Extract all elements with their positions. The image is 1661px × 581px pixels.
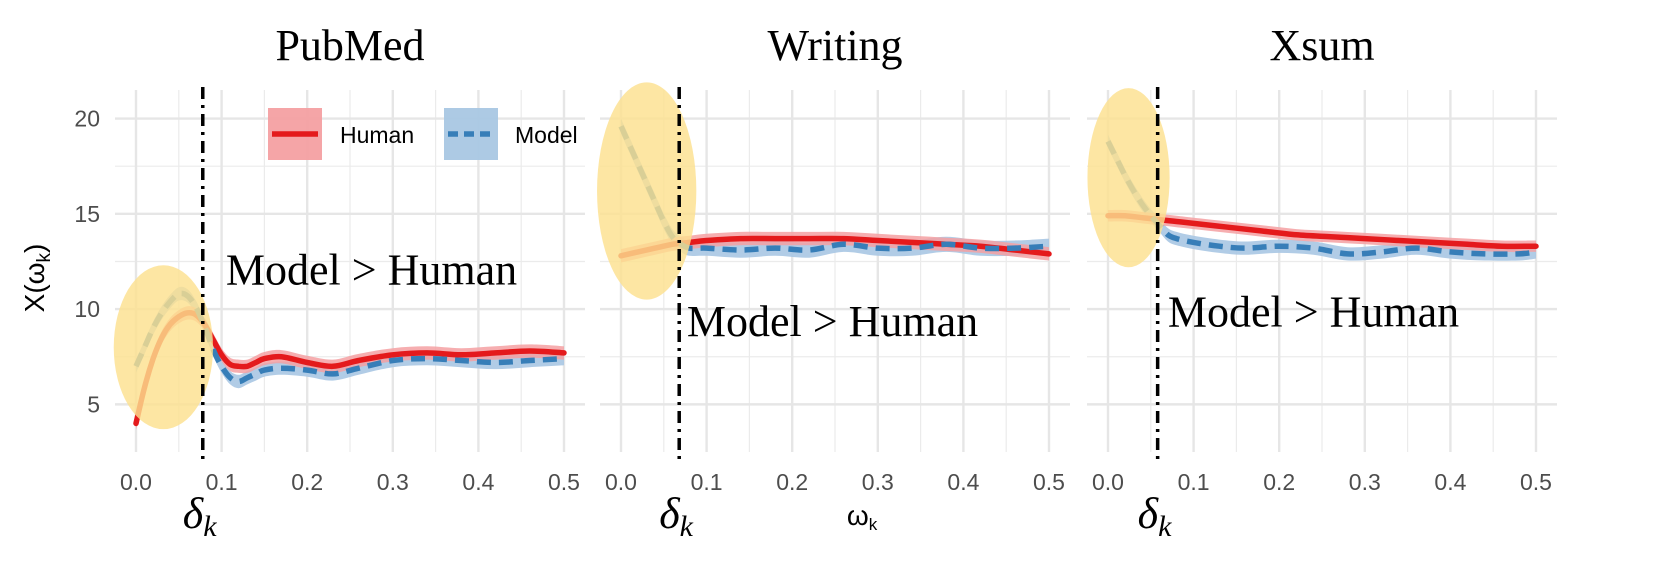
x-tick-label: 0.4	[1434, 469, 1466, 495]
legend-label: Human	[340, 122, 414, 148]
x-tick-label: 0.1	[206, 469, 238, 495]
x-tick-label: 0.4	[462, 469, 494, 495]
panel-pubmed: PubMed Model > Human 0.0 0.1 0.2 0.3 0.4 0.5 δk	[113, 21, 585, 543]
legend-item-model: Model	[444, 108, 578, 160]
x-tick-label: 0.2	[776, 469, 808, 495]
x-tick-label: 0.3	[862, 469, 894, 495]
y-tick-label: 20	[74, 106, 100, 132]
y-tick-label: 10	[74, 296, 100, 322]
x-tick-label: 0.4	[947, 469, 979, 495]
panel-title: PubMed	[275, 21, 424, 70]
y-axis: 5 10 15 20	[74, 106, 100, 418]
y-axis-title-sub: k	[34, 252, 55, 262]
delta-subscript: k	[680, 510, 694, 543]
x-axis-ticks: 0.0 0.1 0.2 0.3 0.4 0.5	[120, 469, 580, 495]
x-axis-title-main: ω	[847, 500, 869, 531]
delta-label: δk	[183, 489, 217, 543]
annotation-text: Model > Human	[226, 245, 517, 294]
x-tick-label: 0.5	[1520, 469, 1552, 495]
x-tick-label: 0.3	[377, 469, 409, 495]
x-tick-label: 0.1	[691, 469, 723, 495]
legend-item-human: Human	[268, 108, 414, 160]
y-tick-label: 5	[87, 391, 100, 417]
y-axis-title-main: X(ω	[19, 262, 50, 312]
x-tick-label: 0.5	[548, 469, 580, 495]
x-tick-label: 0.2	[291, 469, 323, 495]
x-axis-ticks: 0.0 0.1 0.2 0.3 0.4 0.5	[605, 469, 1065, 495]
x-tick-label: 0.0	[605, 469, 637, 495]
highlight-ellipse	[597, 82, 697, 300]
legend-label: Model	[515, 122, 578, 148]
panel-title: Xsum	[1269, 21, 1374, 70]
annotation-text: Model > Human	[1168, 287, 1459, 336]
delta-symbol: δ	[1138, 489, 1160, 538]
x-tick-label: 0.1	[1178, 469, 1210, 495]
y-tick-label: 15	[74, 201, 100, 227]
series-model-line	[1105, 140, 1537, 257]
grid	[1087, 90, 1557, 452]
x-axis-title: ωk	[847, 500, 878, 534]
x-tick-label: 0.3	[1349, 469, 1381, 495]
delta-symbol: δ	[659, 489, 681, 538]
panel-xsum: Xsum Model > Human 0.0 0.1 0.2 0.3 0.4 0.5 δk	[1087, 21, 1557, 543]
x-tick-label: 0.0	[1092, 469, 1124, 495]
x-axis-title-sub: k	[869, 515, 878, 534]
axis-titles: X(ωk)ωk	[19, 244, 878, 534]
highlight-ellipse	[113, 265, 214, 430]
series-model-line	[618, 125, 1050, 253]
y-axis-title: X(ωk)	[19, 244, 55, 313]
x-tick-label: 0.0	[120, 469, 152, 495]
legend: Human Model	[268, 108, 578, 160]
delta-label: δk	[659, 489, 693, 543]
x-tick-label: 0.5	[1033, 469, 1065, 495]
delta-symbol: δ	[183, 489, 205, 538]
x-tick-label: 0.2	[1263, 469, 1295, 495]
panel-title: Writing	[767, 21, 902, 70]
delta-subscript: k	[1158, 510, 1172, 543]
y-axis-title-close: )	[19, 244, 50, 253]
highlight-ellipse	[1087, 88, 1170, 268]
delta-subscript: k	[203, 510, 217, 543]
delta-label: δk	[1138, 489, 1172, 543]
annotation-text: Model > Human	[687, 297, 978, 346]
x-axis-ticks: 0.0 0.1 0.2 0.3 0.4 0.5	[1092, 469, 1552, 495]
